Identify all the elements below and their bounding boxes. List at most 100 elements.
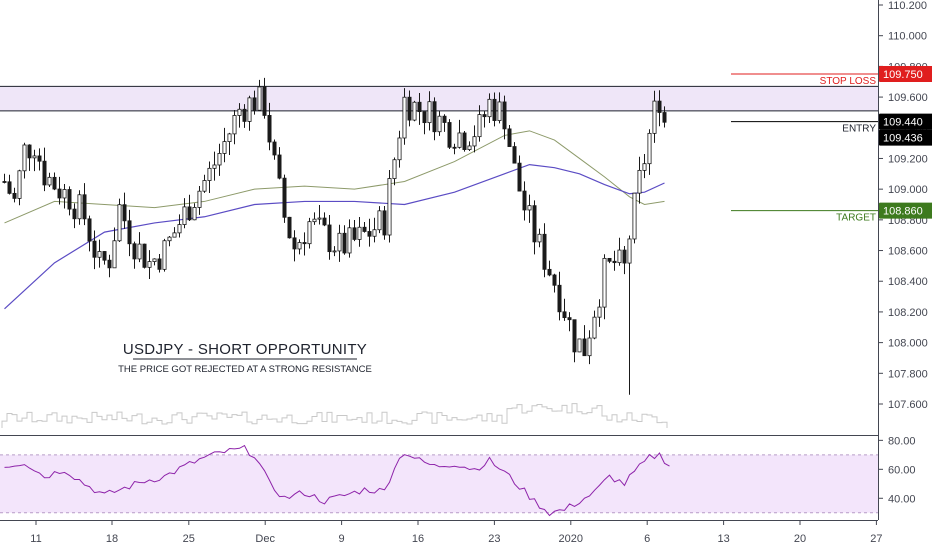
candle-body	[302, 242, 307, 245]
candle-body	[612, 260, 617, 264]
candle-body	[402, 96, 407, 139]
entry-badge: 109.440	[879, 113, 932, 130]
candle-body	[407, 96, 412, 121]
candle-body	[62, 189, 67, 199]
candle-body	[357, 226, 362, 240]
time-tick-label: 20	[794, 533, 806, 545]
candle-body	[372, 229, 377, 237]
sma-slow-line	[4, 163, 665, 310]
candle-body	[152, 258, 157, 262]
stop-loss-badge-value: 109.750	[883, 69, 923, 81]
candle-body	[642, 163, 647, 171]
sma-fast-line	[4, 130, 665, 224]
price-tick-label: 109.000	[888, 184, 928, 196]
candle-body	[252, 97, 257, 111]
candlestick-series	[2, 77, 667, 395]
candle-body	[77, 194, 82, 220]
price-tick-label: 109.600	[888, 92, 928, 104]
candle-body	[487, 98, 492, 118]
candle-body	[202, 180, 207, 192]
candle-body	[292, 237, 297, 250]
candle-body	[377, 210, 382, 231]
candle-body	[572, 319, 577, 353]
candle-body	[27, 144, 32, 159]
candle-body	[122, 204, 127, 222]
rsi-tick-label: 40.00	[888, 493, 916, 505]
candle-body	[582, 338, 587, 357]
candle-body	[332, 250, 337, 253]
time-tick-label: 6	[644, 533, 650, 545]
candle-body	[82, 194, 87, 220]
candle-body	[212, 164, 217, 169]
candle-body	[412, 101, 417, 121]
candle-body	[217, 153, 222, 166]
candle-body	[387, 178, 392, 236]
candle-body	[542, 233, 547, 270]
candle-body	[352, 227, 357, 240]
candle-body	[477, 114, 482, 138]
resistance-zone	[0, 86, 878, 111]
price-tick-label: 107.600	[888, 399, 928, 411]
candle-body	[57, 188, 62, 199]
price-tick-label: 110.000	[888, 31, 927, 43]
time-tick-label: 2020	[559, 533, 583, 545]
candle-body	[422, 111, 427, 124]
candle-body	[22, 144, 27, 172]
candle-body	[577, 338, 582, 353]
candle-body	[602, 257, 607, 308]
candle-body	[622, 249, 627, 264]
candle-body	[147, 261, 152, 268]
candle-body	[237, 108, 242, 116]
candle-body	[462, 132, 467, 150]
price-tick-label: 108.000	[888, 338, 928, 350]
candle-body	[177, 224, 182, 234]
candle-body	[327, 224, 332, 253]
candle-body	[197, 190, 202, 208]
candle-body	[257, 86, 262, 111]
candle-body	[2, 181, 7, 183]
candle-body	[52, 176, 57, 190]
candle-body	[317, 217, 322, 220]
volume-histogram	[1, 403, 668, 428]
candle-body	[522, 190, 527, 211]
candle-body	[112, 240, 117, 269]
candle-body	[67, 189, 72, 210]
price-tick-label: 108.200	[888, 307, 928, 319]
candle-body	[627, 238, 632, 264]
candle-body	[652, 100, 657, 134]
candle-body	[47, 176, 52, 186]
candle-body	[452, 146, 457, 149]
candle-body	[647, 132, 652, 165]
candle-body	[607, 257, 612, 262]
time-tick-label: 9	[339, 533, 345, 545]
candle-body	[662, 112, 667, 123]
candle-body	[127, 220, 132, 245]
target-badge: 108.860	[879, 202, 932, 219]
price-tick-label: 109.200	[888, 153, 928, 165]
candle-body	[187, 206, 192, 221]
candle-body	[247, 97, 252, 122]
candle-body	[482, 114, 487, 118]
candle-body	[367, 231, 372, 237]
candle-body	[562, 311, 567, 319]
candle-body	[272, 141, 277, 156]
price-tick-label: 110.200	[888, 0, 927, 12]
candle-body	[637, 169, 642, 194]
candle-body	[442, 115, 447, 123]
candle-body	[567, 317, 572, 321]
target-badge-value: 108.860	[883, 206, 923, 218]
candle-body	[227, 133, 232, 142]
rsi-axis: 80.00 60.00 40.00	[878, 435, 916, 505]
candle-body	[192, 207, 197, 221]
candle-body	[117, 204, 122, 242]
candle-body	[232, 115, 237, 135]
candle-body	[167, 236, 172, 242]
candle-body	[297, 242, 302, 250]
price-tick-label: 108.400	[888, 276, 928, 288]
candle-body	[32, 155, 37, 159]
candle-body	[437, 115, 442, 133]
annotation-subtitle: THE PRICE GOT REJECTED AT A STRONG RESIS…	[118, 364, 372, 375]
time-tick-label: 18	[106, 533, 118, 545]
time-tick-label: 16	[412, 533, 424, 545]
